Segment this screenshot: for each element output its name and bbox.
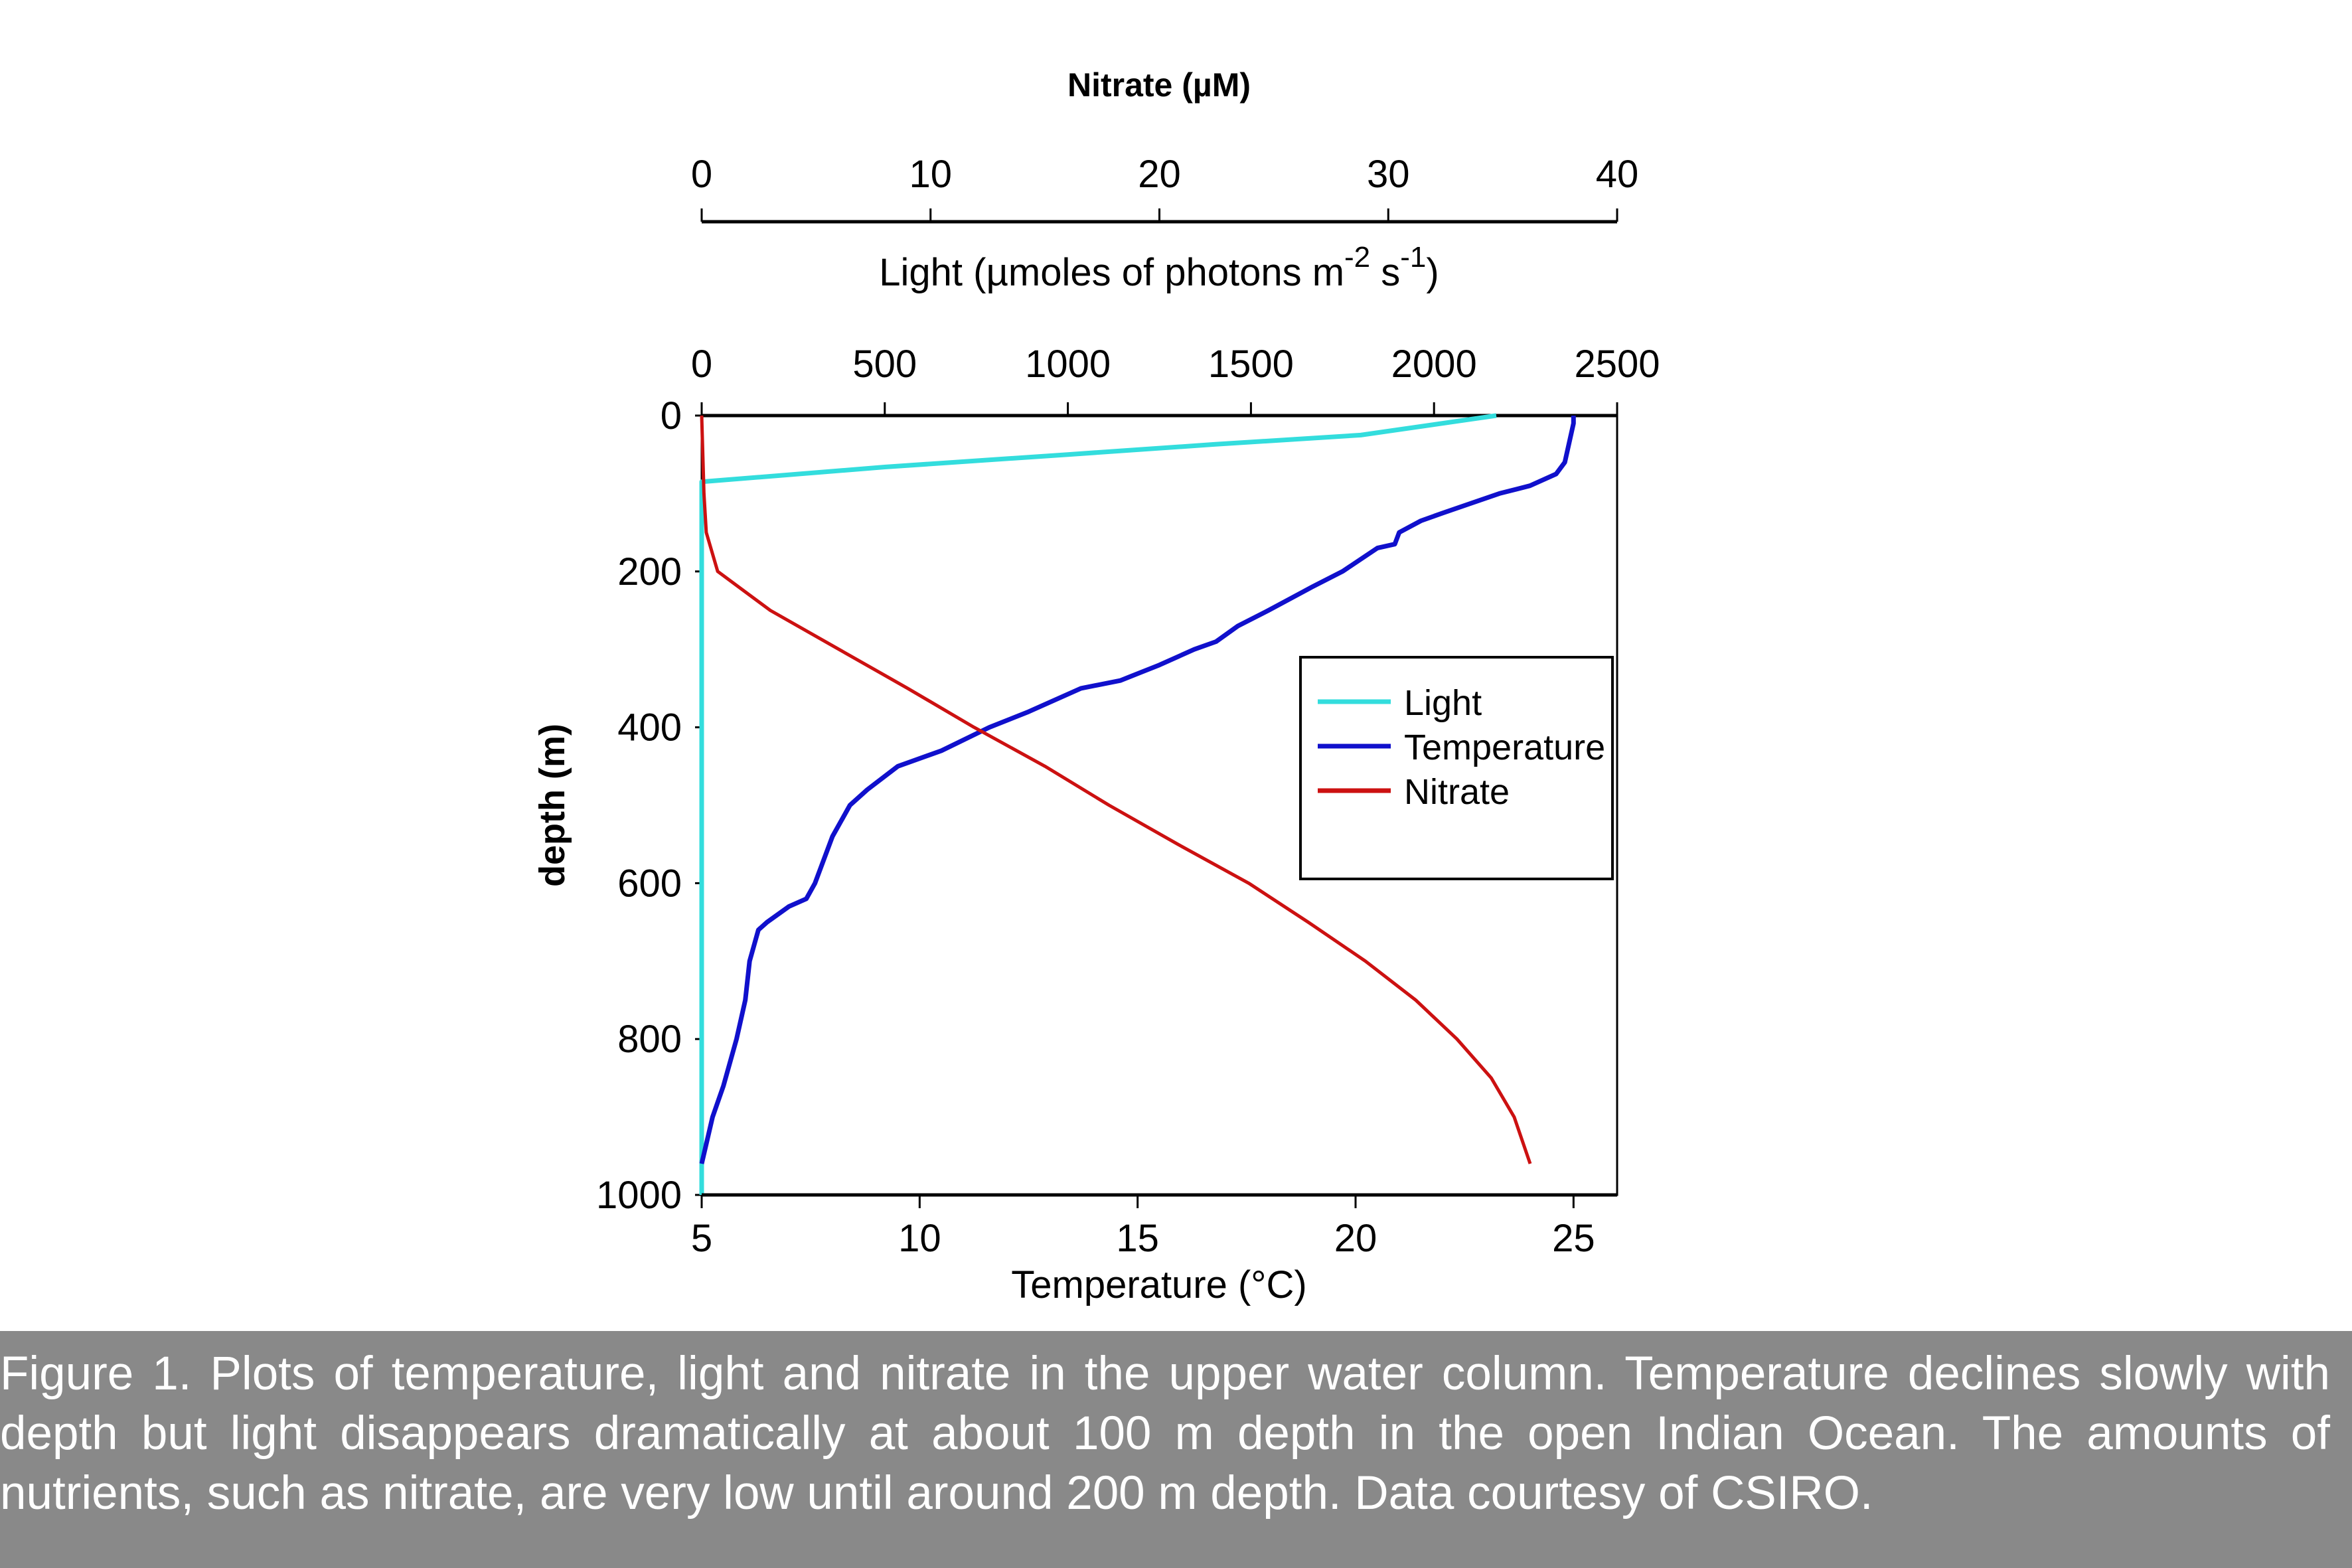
legend-box bbox=[1299, 656, 1614, 880]
y-tick-label: 400 bbox=[617, 706, 682, 749]
nitrate-tick-label: 20 bbox=[1138, 153, 1181, 196]
light-axis-label: Light (µmoles of photons m-2 s-1) bbox=[879, 241, 1439, 294]
temperature-tick-label: 25 bbox=[1552, 1217, 1595, 1260]
nitrate-axis-label: Nitrate (µM) bbox=[1067, 66, 1251, 104]
series-nitrate bbox=[700, 415, 1532, 1164]
temperature-tick-label: 15 bbox=[1116, 1217, 1159, 1260]
y-tick-label: 0 bbox=[661, 394, 682, 437]
series-temperature bbox=[699, 416, 1576, 1164]
temperature-tick-label: 5 bbox=[691, 1217, 712, 1260]
light-tick-label: 0 bbox=[691, 343, 712, 386]
nitrate-tick-label: 40 bbox=[1596, 153, 1639, 196]
y-axis-label: depth (m) bbox=[532, 724, 572, 887]
temperature-axis-label: Temperature (°C) bbox=[1011, 1263, 1306, 1306]
legend: Light Temperature Nitrate bbox=[1299, 656, 1614, 880]
figure-caption: Figure 1. Plots of temperature, light an… bbox=[0, 1348, 2330, 1520]
light-tick-label: 2500 bbox=[1574, 343, 1660, 386]
light-tick-label: 500 bbox=[852, 343, 917, 386]
light-tick-label: 2000 bbox=[1391, 343, 1477, 386]
y-tick-label: 800 bbox=[617, 1018, 682, 1061]
nitrate-tick-label: 0 bbox=[691, 153, 712, 196]
legend-label-light: Light bbox=[1404, 683, 1482, 723]
nitrate-tick-label: 10 bbox=[909, 153, 952, 196]
y-tick-label: 1000 bbox=[596, 1174, 682, 1217]
nitrate-tick-label: 30 bbox=[1367, 153, 1410, 196]
caption-band bbox=[0, 1331, 2352, 1568]
legend-label-nitrate: Nitrate bbox=[1404, 772, 1510, 812]
y-tick-label: 600 bbox=[617, 862, 682, 905]
y-tick-label: 200 bbox=[617, 550, 682, 593]
legend-label-temperature: Temperature bbox=[1404, 728, 1605, 767]
temperature-tick-label: 20 bbox=[1334, 1217, 1377, 1260]
temperature-tick-label: 10 bbox=[898, 1217, 941, 1260]
light-tick-label: 1500 bbox=[1208, 343, 1294, 386]
series-light bbox=[699, 413, 1497, 1195]
light-tick-label: 1000 bbox=[1025, 343, 1111, 386]
